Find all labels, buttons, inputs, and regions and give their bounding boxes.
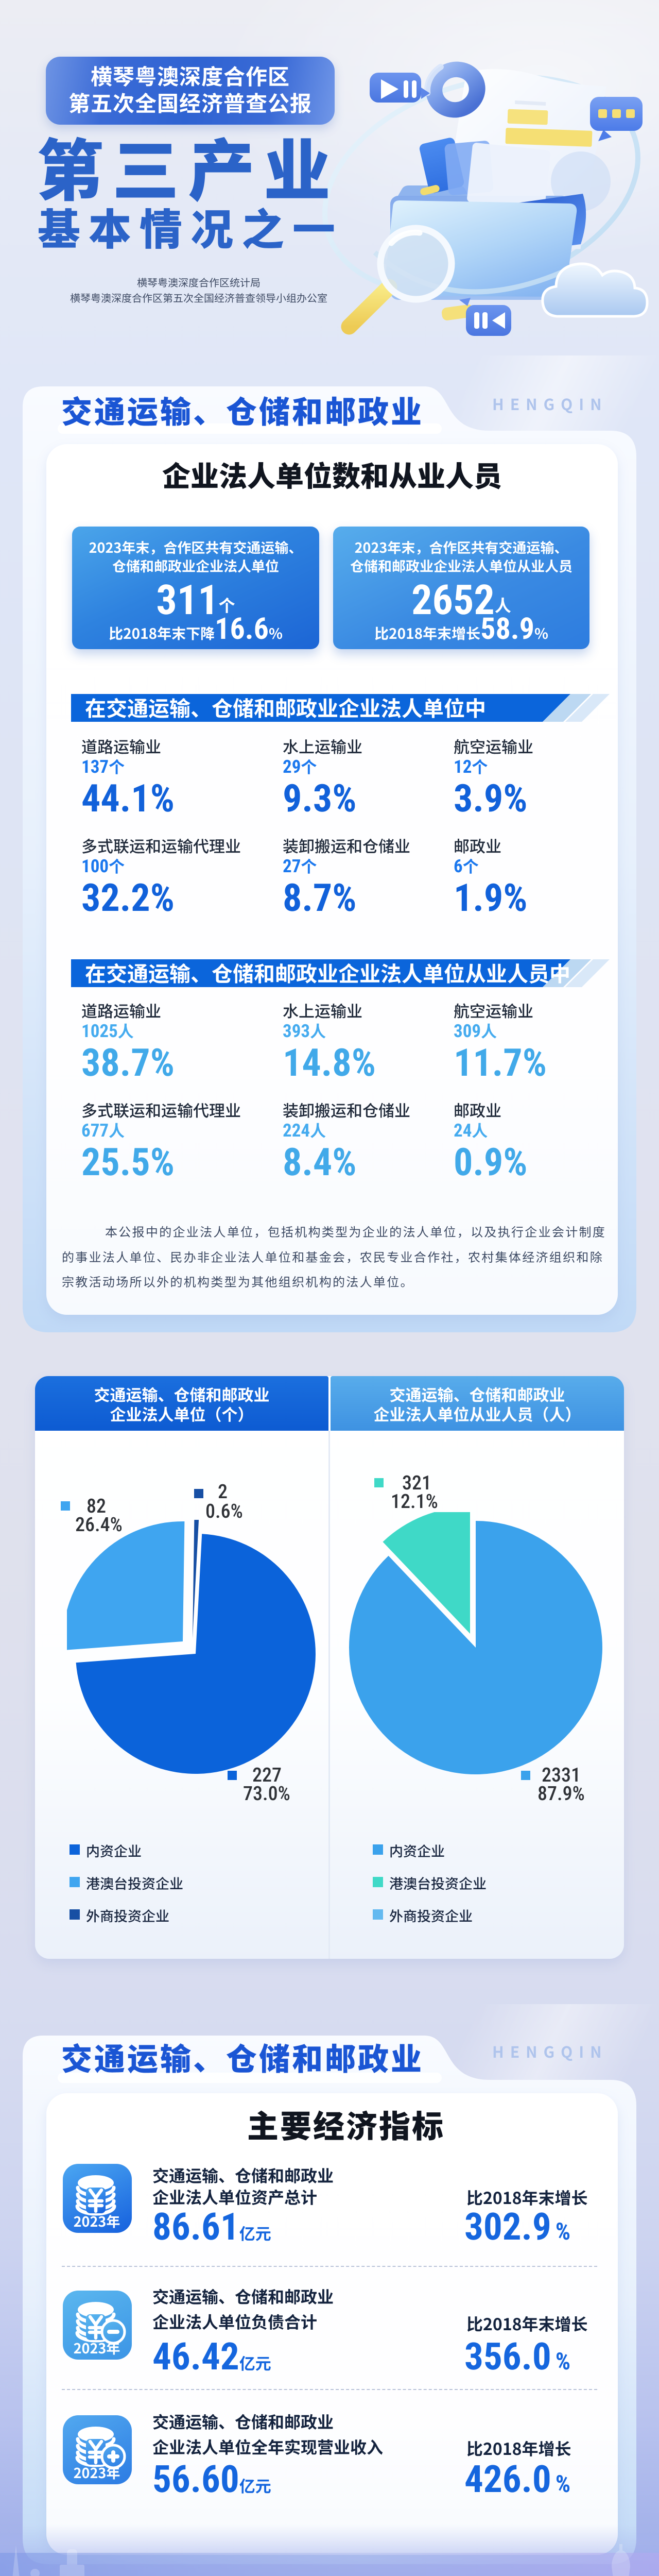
svg-text:2023年: 2023年 bbox=[74, 2211, 120, 2231]
svg-text:2023年: 2023年 bbox=[74, 2462, 120, 2482]
svg-text:2023年: 2023年 bbox=[74, 2337, 120, 2358]
